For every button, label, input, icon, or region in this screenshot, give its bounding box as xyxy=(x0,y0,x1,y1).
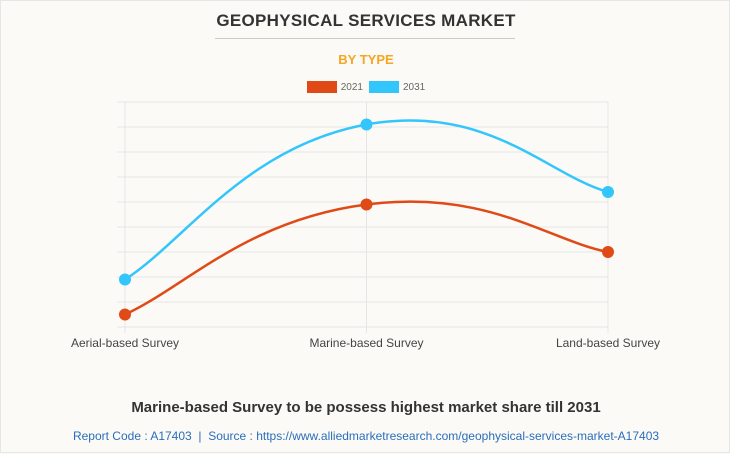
source-line: Report Code : A17403 | Source : https://… xyxy=(1,429,730,443)
report-code: Report Code : A17403 xyxy=(72,429,192,443)
title-divider xyxy=(215,38,515,39)
legend: 2021 2031 xyxy=(1,81,730,93)
data-point-2021 xyxy=(360,198,373,211)
data-point-2021 xyxy=(602,246,614,258)
legend-item-2031[interactable]: 2031 xyxy=(369,81,425,93)
chart-headline: Marine-based Survey to be possess highes… xyxy=(131,399,601,416)
legend-label: 2021 xyxy=(340,81,363,93)
data-point-2031 xyxy=(360,118,373,131)
legend-item-2021[interactable]: 2021 xyxy=(306,81,363,93)
x-tick-label: Aerial-based Survey xyxy=(71,336,179,350)
data-point-2031 xyxy=(119,273,131,286)
data-point-2021 xyxy=(119,308,131,321)
legend-swatch xyxy=(369,81,399,93)
data-point-2031 xyxy=(602,186,614,198)
legend-label: 2031 xyxy=(403,81,426,93)
legend-swatch xyxy=(306,81,337,93)
x-tick-label: Land-based Survey xyxy=(556,336,660,350)
x-tick-label: Marine-based Survey xyxy=(309,336,423,350)
source-link[interactable]: Source : https://www.alliedmarketresearc… xyxy=(208,429,660,443)
separator: | xyxy=(198,429,202,443)
chart-title: GEOPHYSICAL SERVICES MARKET xyxy=(216,11,516,30)
chart-subtitle: BY TYPE xyxy=(338,52,394,67)
